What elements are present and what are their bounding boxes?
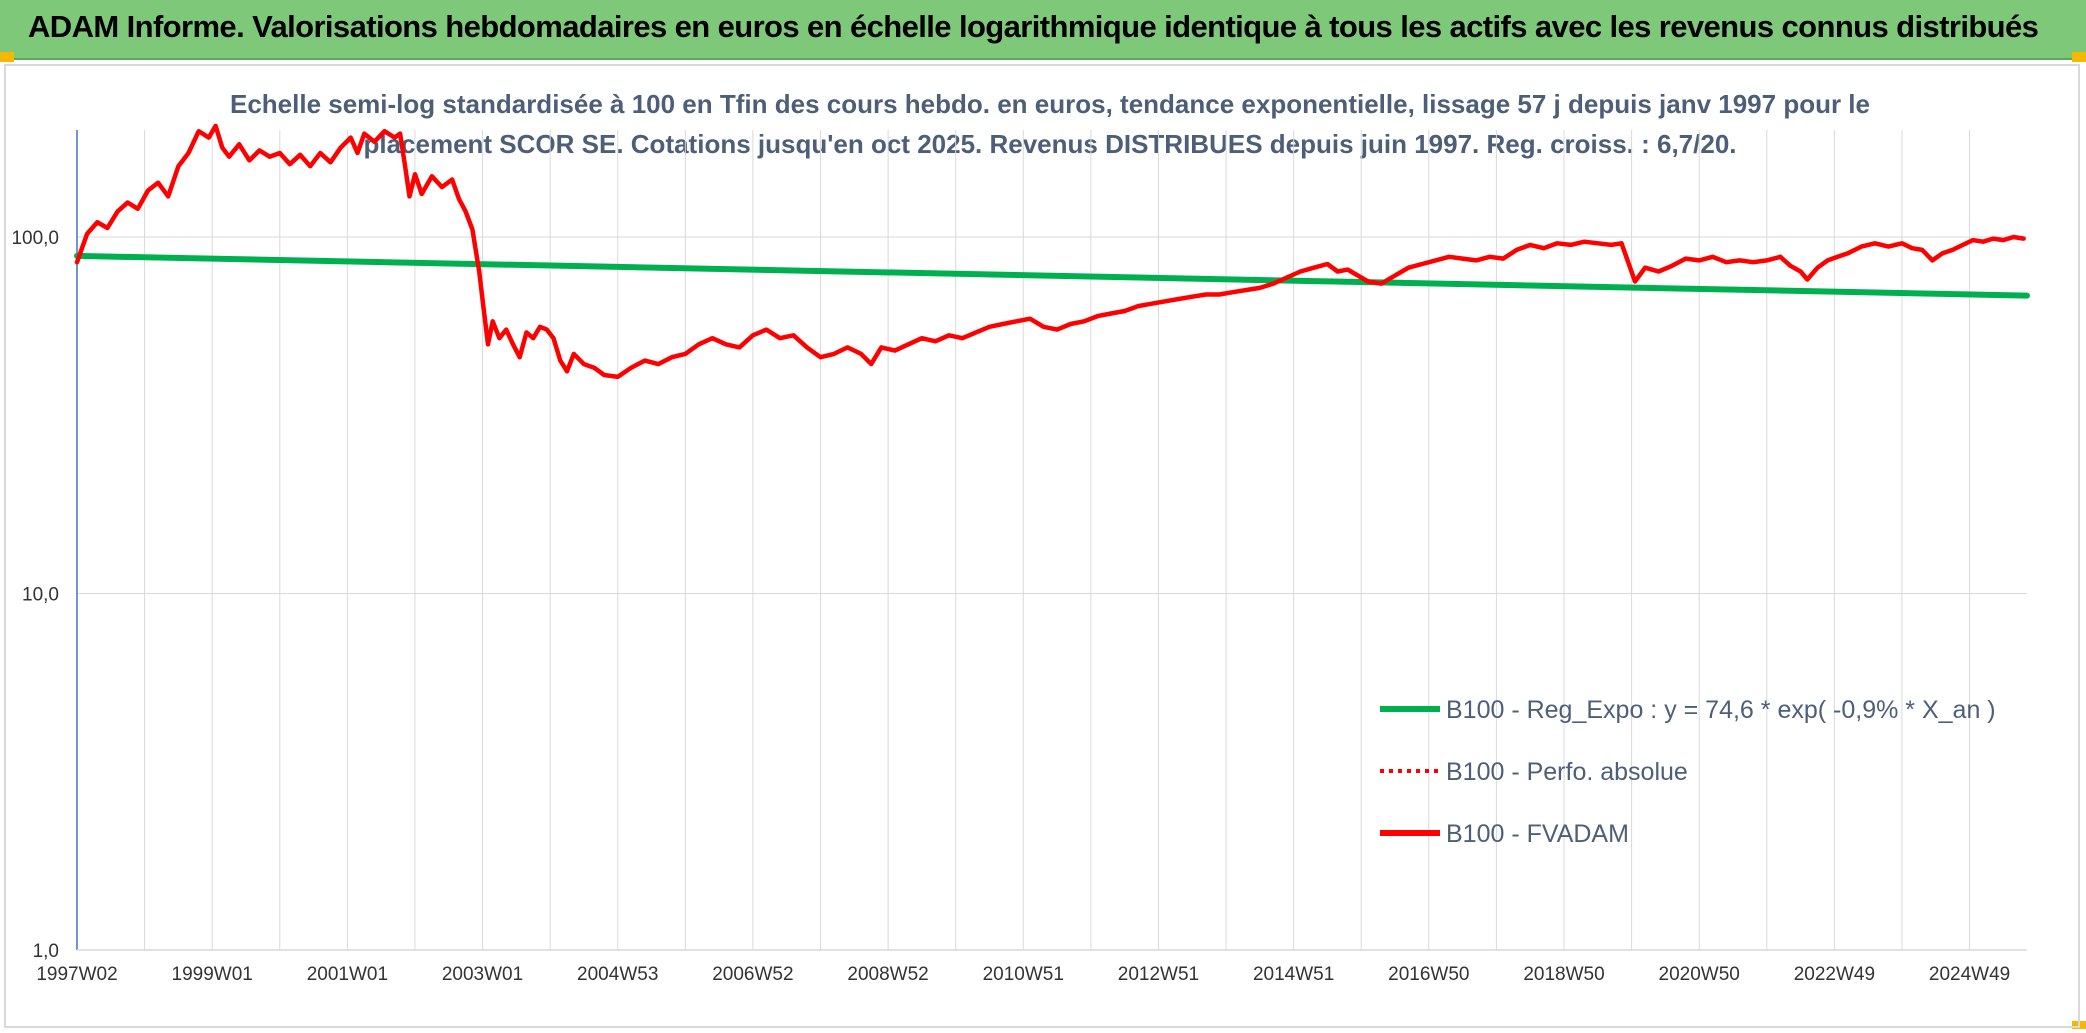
series-lines [74,123,2030,380]
y-tick-label: 100,0 [11,228,59,249]
y-tick-label: 10,0 [22,585,59,606]
x-tick-label: 2012W51 [1118,964,1199,985]
chart-frame [4,64,2080,1028]
header-bar: ADAM Informe. Valorisations hebdomadaire… [0,0,2086,60]
x-tick-label: 2014W51 [1253,964,1334,985]
x-tick-label: 2008W52 [847,964,928,985]
legend-label-3: B100 - FVADAM [1446,820,1629,848]
chart-title: Echelle semi-log standardisée à 100 en T… [229,89,1870,159]
axes: 1,0 10,0 100,0 1997W02 1999W01 2001W01 2003W01… [11,130,2027,985]
corner-accent-right [2072,52,2086,62]
corner-accent-left [0,52,14,62]
legend: B100 - Reg_Expo : y = 74,6 * exp( -0,9% … [1380,696,1996,848]
series-line-1 [74,252,2030,299]
x-tick-label: 2016W50 [1388,964,1469,985]
x-tick-label: 2024W49 [1929,964,2010,985]
page-title: ADAM Informe. Valorisations hebdomadaire… [28,9,2039,44]
x-tick-label: 2018W50 [1523,964,1604,985]
x-tick-label: 2001W01 [307,964,388,985]
grid-lines [77,130,2027,951]
legend-label-1: B100 - Reg_Expo : y = 74,6 * exp( -0,9% … [1446,696,1996,724]
legend-label-2: B100 - Perfo. absolue [1446,758,1688,786]
x-tick-label: 2003W01 [442,964,523,985]
y-tick-label: 1,0 [33,941,59,962]
x-tick-label: 2010W51 [983,964,1064,985]
x-tick-label: 2006W52 [712,964,793,985]
series-line-3 [74,123,2026,380]
x-tick-label: 2022W49 [1794,964,1875,985]
x-tick-label: 2020W50 [1659,964,1740,985]
x-tick-label: 2004W53 [577,964,658,985]
x-tick-label: 1997W02 [36,964,117,985]
x-tick-label: 1999W01 [172,964,253,985]
